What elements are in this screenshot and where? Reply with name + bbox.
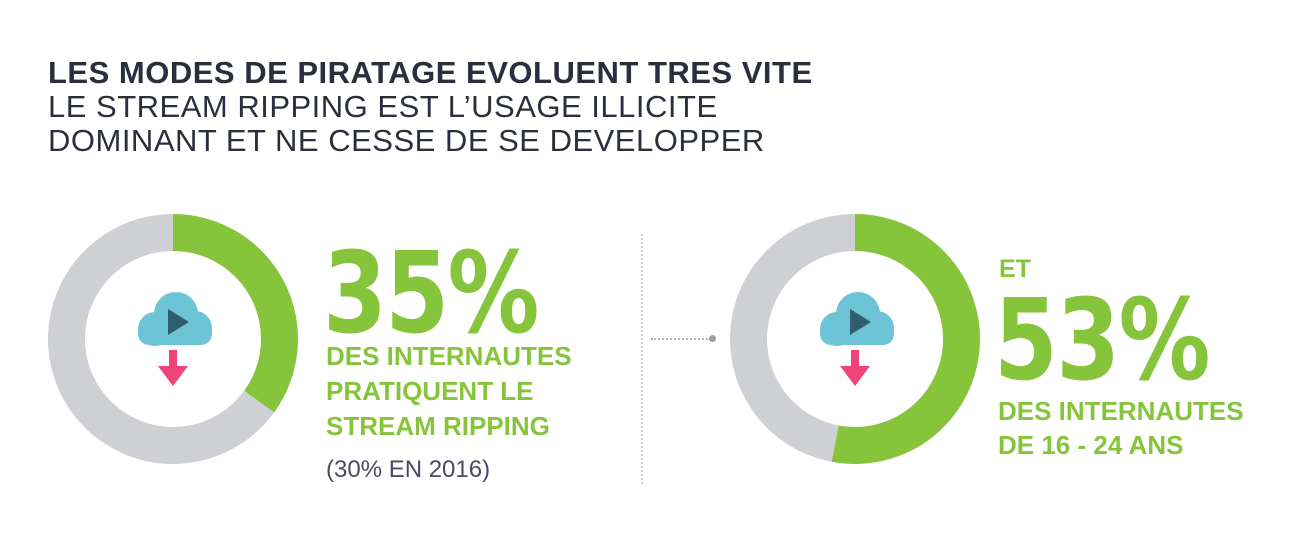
donut-slice-share	[173, 214, 298, 413]
download-arrow-icon	[158, 350, 188, 386]
title-line-1: LES MODES DE PIRATAGE EVOLUENT TRES VITE	[48, 55, 813, 90]
connector-dot	[709, 335, 716, 342]
right-percentage: 53%	[994, 276, 1211, 406]
donut-chart-left	[48, 214, 298, 464]
title-line-3: DOMINANT ET NE CESSE DE SE DEVELOPPER	[48, 123, 765, 158]
donut-chart-left-svg	[48, 214, 298, 464]
center-divider	[641, 234, 643, 484]
left-note: (30% EN 2016)	[326, 456, 491, 483]
right-desc-line-1: DES INTERNAUTES	[998, 396, 1244, 426]
left-desc-line-3: STREAM RIPPING	[326, 411, 550, 441]
left-desc-line-2: PRATIQUENT LE	[326, 376, 534, 406]
right-desc-line-2: DE 16 - 24 ANS	[998, 430, 1184, 460]
donut-slice-share	[831, 214, 980, 464]
left-desc-line-1: DES INTERNAUTES	[326, 341, 572, 371]
download-arrow-icon	[840, 350, 870, 386]
title-line-2: LE STREAM RIPPING EST L’USAGE ILLICITE	[48, 89, 718, 124]
cloud-play-icon	[820, 292, 894, 346]
cloud-play-icon	[138, 292, 212, 346]
right-prefix: ET	[999, 255, 1031, 283]
page-title: LES MODES DE PIRATAGE EVOLUENT TRES VITE…	[48, 56, 813, 158]
left-percentage: 35%	[323, 229, 540, 359]
donut-chart-right	[730, 214, 980, 464]
donut-slice-remaining	[730, 214, 855, 462]
donut-slice-remaining	[48, 214, 275, 464]
donut-chart-right-svg	[730, 214, 980, 464]
connector-line	[651, 338, 711, 340]
